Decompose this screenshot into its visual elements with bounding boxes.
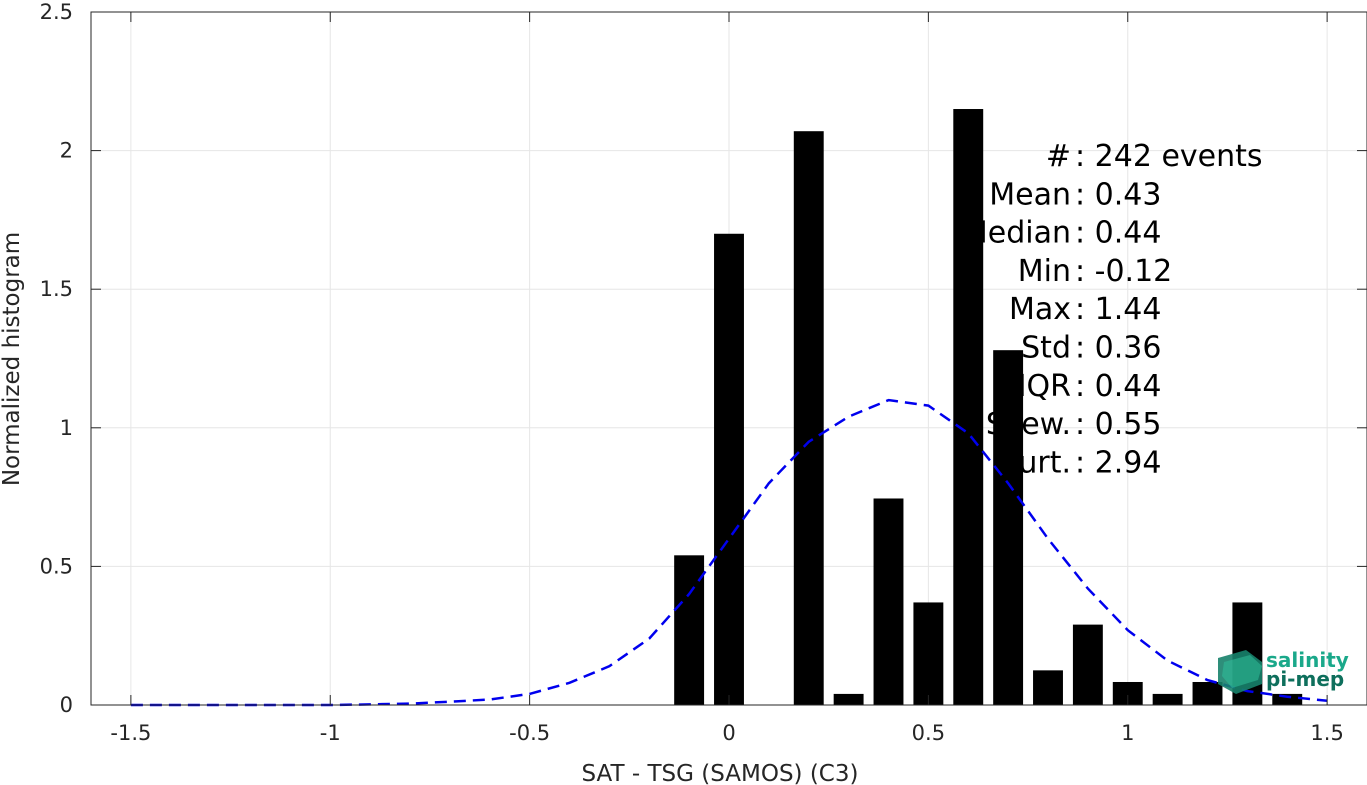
stat-value-2: : 0.44	[1075, 216, 1161, 251]
histogram-bar-11	[1152, 693, 1183, 705]
histogram-bar-6	[953, 109, 984, 705]
stat-value-1: : 0.43	[1075, 177, 1161, 212]
y-tick-label-4: 2	[60, 139, 73, 163]
x-axis-label: SAT - TSG (SAMOS) (C3)	[582, 761, 859, 785]
histogram-bar-2	[793, 131, 824, 706]
histogram-bar-10	[1112, 681, 1143, 705]
cube-logo-icon	[1218, 650, 1262, 694]
y-tick-label-0: 0	[60, 693, 73, 717]
stat-label-0: #	[1046, 139, 1071, 174]
histogram-bar-5	[913, 602, 944, 705]
y-tick-label-1: 0.5	[40, 554, 73, 578]
histogram-bar-1	[714, 233, 744, 705]
y-tick-label-2: 1	[60, 416, 73, 440]
logo-line2: pi-mep	[1266, 667, 1344, 691]
stat-label-1: Mean	[989, 177, 1071, 212]
tick-labels: -1.5 -1 -0.5 0 0.5 1 1.5 0 0.5 1 1.5 2 2.5	[40, 0, 1344, 745]
stat-label-2: Median	[962, 216, 1071, 251]
salinity-pimep-logo: salinity pi-mep	[1218, 648, 1349, 694]
stat-value-6: : 0.44	[1075, 369, 1161, 404]
stat-value-0: : 242 events	[1075, 139, 1263, 174]
x-tick-label-4: 0.5	[912, 721, 945, 745]
stat-label-3: Min	[1018, 254, 1071, 289]
x-tick-label-0: -1.5	[110, 721, 151, 745]
x-tick-label-2: -0.5	[509, 721, 550, 745]
stat-value-4: : 1.44	[1075, 292, 1161, 327]
histogram-bar-8	[1033, 670, 1063, 705]
stat-value-3: : -0.12	[1075, 254, 1172, 289]
stat-value-7: : 0.55	[1075, 407, 1161, 442]
histogram-bar-3	[833, 693, 864, 705]
logo-line1: salinity	[1266, 648, 1349, 672]
histogram-bars	[674, 109, 1303, 706]
stat-label-7: Skew.	[986, 407, 1071, 442]
y-tick-label-5: 2.5	[40, 0, 73, 24]
x-tick-label-3: 0	[722, 721, 735, 745]
histogram-bar-7	[993, 350, 1024, 705]
x-tick-label-6: 1.5	[1310, 721, 1343, 745]
stat-label-6: IQR	[1018, 369, 1071, 404]
stat-value-8: : 2.94	[1075, 445, 1161, 480]
histogram-bar-4	[873, 498, 904, 705]
histogram-bar-9	[1072, 624, 1103, 705]
histogram-bar-14	[1272, 693, 1303, 705]
y-tick-label-3: 1.5	[40, 277, 73, 301]
axes	[90, 11, 1367, 706]
y-axis-label: Normalized histogram	[0, 232, 25, 486]
stat-label-4: Max	[1009, 292, 1071, 327]
histogram-bar-12	[1192, 681, 1223, 705]
stat-value-5: : 0.36	[1075, 331, 1161, 366]
stat-label-8: Kurt.	[1000, 445, 1071, 480]
x-tick-label-1: -1	[320, 721, 341, 745]
x-tick-label-5: 1	[1121, 721, 1134, 745]
stat-label-5: Std	[1021, 331, 1071, 366]
